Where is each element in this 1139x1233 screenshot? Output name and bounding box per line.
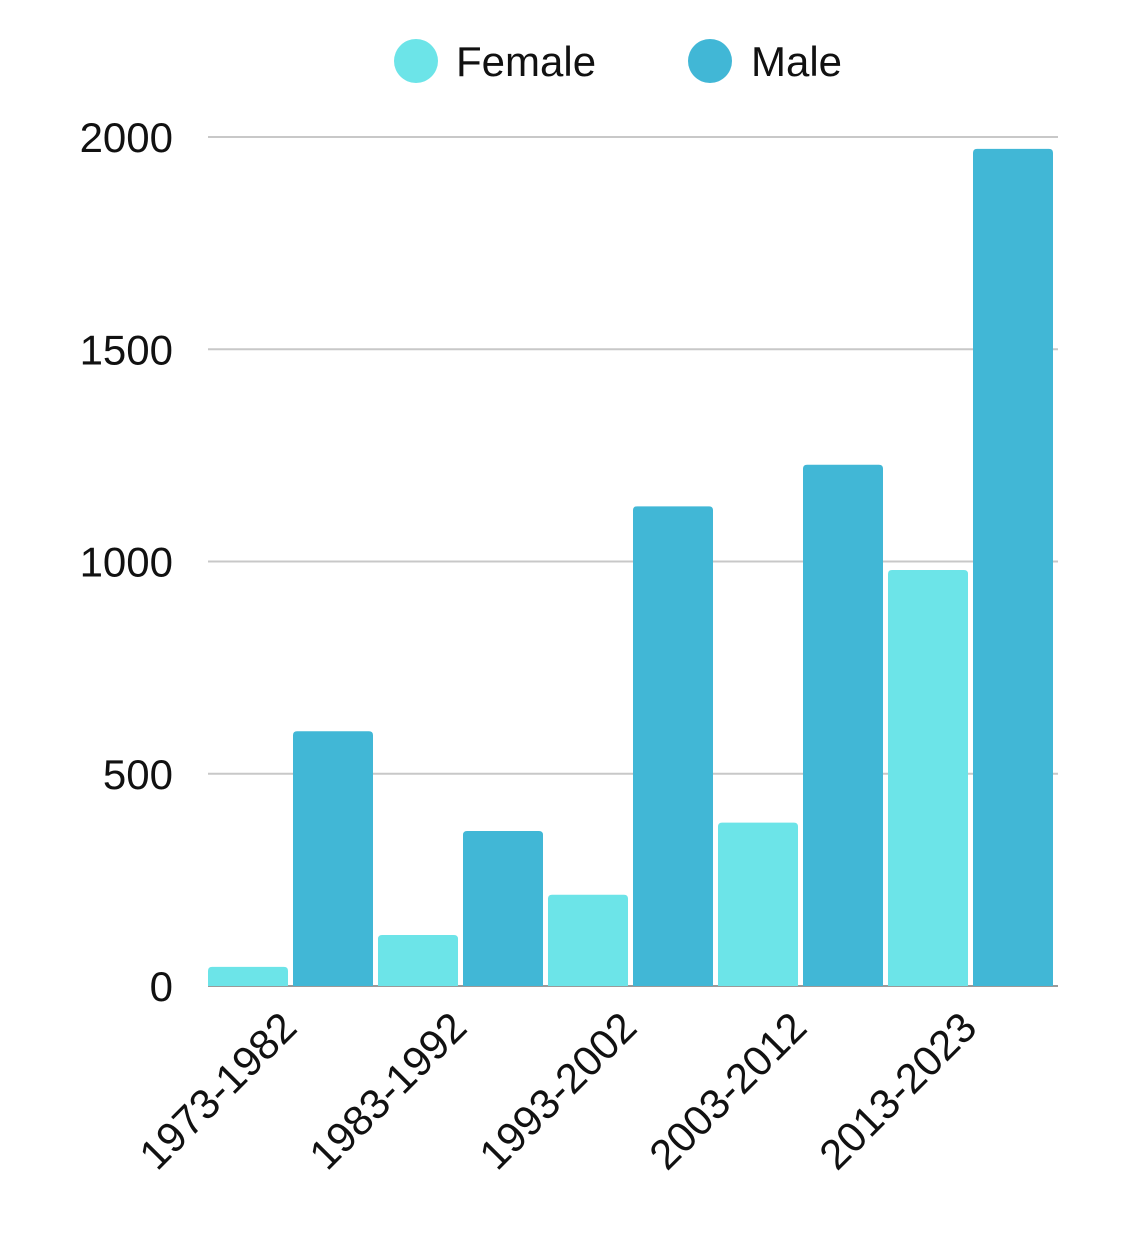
legend-label-male: Male [751,38,842,85]
y-tick-label: 1500 [80,326,173,373]
x-tick-label: 1993-2002 [470,1003,645,1178]
bar-female-1973-1982 [208,966,288,986]
legend-swatch-male [688,39,732,83]
x-tick-label: 2013-2023 [810,1003,985,1178]
bar-female-1993-2002 [548,894,628,986]
bar-female-2003-2012 [718,822,798,986]
x-tick-label: 1973-1982 [130,1003,305,1178]
legend-swatch-female [394,39,438,83]
bar-male-2013-2023 [973,148,1053,987]
bar-female-1983-1992 [378,935,458,986]
x-axis: 1973-19821983-19921993-20022003-20122013… [130,1003,985,1178]
legend: Female Male [394,38,842,85]
y-tick-label: 1000 [80,539,173,586]
legend-label-female: Female [456,38,596,85]
bar-female-2013-2023 [888,569,968,986]
x-tick-label: 1983-1992 [300,1003,475,1178]
y-axis: 0 500 1000 1500 2000 [80,114,173,1010]
bar-male-2003-2012 [803,464,883,986]
y-tick-label: 500 [103,751,173,798]
y-tick-label: 0 [150,963,173,1010]
bars [208,148,1053,987]
y-tick-label: 2000 [80,114,173,161]
bar-male-1983-1992 [463,831,543,986]
bar-male-1973-1982 [293,731,373,986]
x-tick-label: 2003-2012 [640,1003,815,1178]
bar-male-1993-2002 [633,506,713,986]
